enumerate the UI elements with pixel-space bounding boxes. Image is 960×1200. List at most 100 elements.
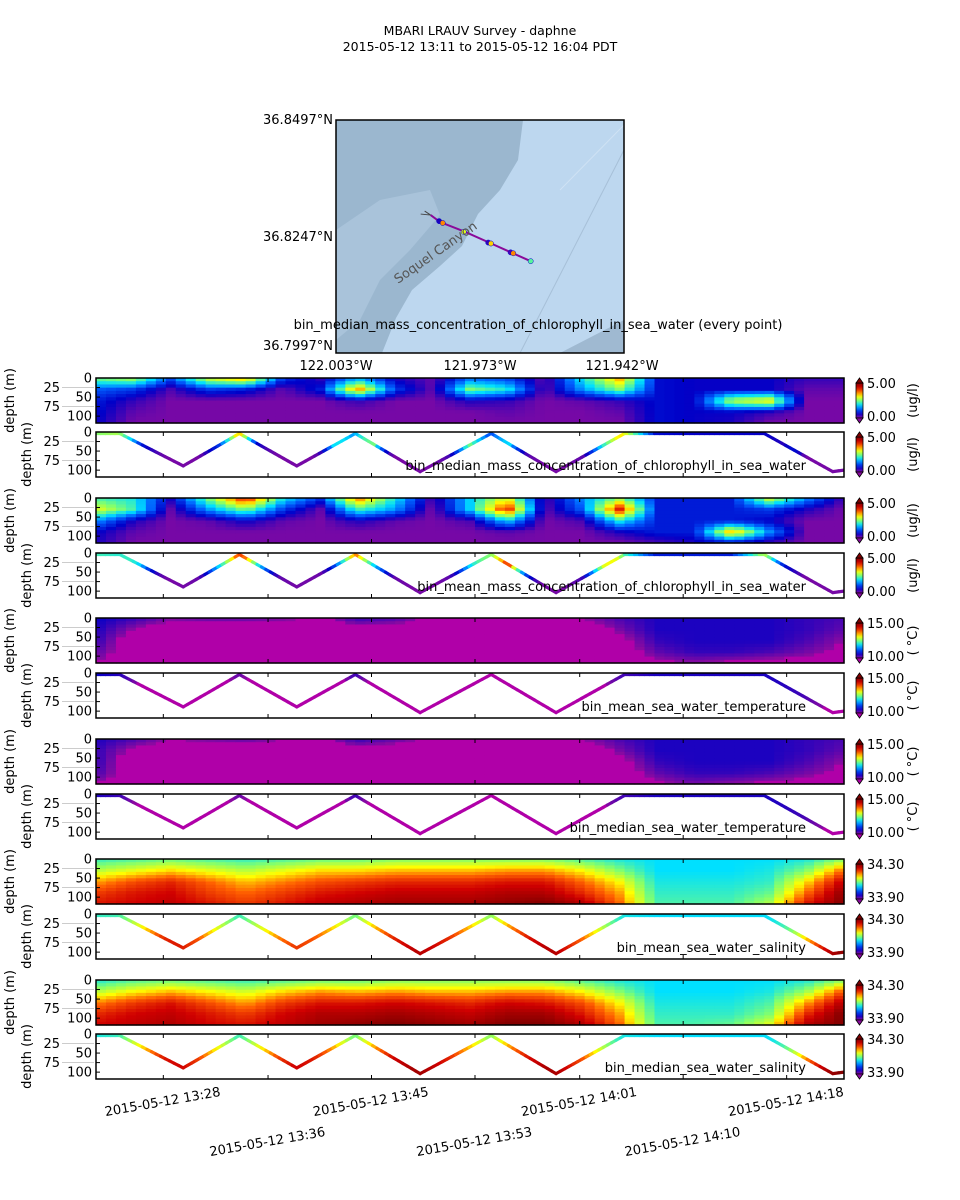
- heatmap-cell: [395, 514, 406, 518]
- heatmap-cell: [205, 510, 217, 515]
- heatmap-cell: [425, 650, 436, 654]
- heatmap-cell: [664, 501, 676, 506]
- heatmap-cell: [325, 381, 336, 386]
- heatmap-cell: [135, 504, 147, 509]
- heatmap-cell: [285, 397, 297, 402]
- heatmap-cell: [794, 745, 805, 750]
- heatmap-cell: [125, 410, 137, 414]
- heatmap-cell: [205, 507, 217, 512]
- heatmap-cell: [285, 539, 297, 544]
- heatmap-cell: [235, 659, 247, 664]
- heatmap-cell: [105, 774, 117, 779]
- heatmap-cell: [375, 624, 386, 629]
- heatmap-cell: [544, 403, 556, 408]
- heatmap-cell: [465, 523, 476, 528]
- heatmap-cell: [195, 510, 207, 515]
- heatmap-cell: [604, 634, 616, 638]
- heatmap-cell: [105, 507, 117, 512]
- heatmap-cell: [195, 517, 207, 522]
- heatmap-cell: [694, 526, 705, 531]
- heatmap-cell: [524, 650, 536, 654]
- heatmap-cell: [145, 755, 157, 759]
- heatmap-cell: [794, 624, 805, 629]
- heatmap-cell: [774, 748, 785, 753]
- heatmap-cell: [664, 643, 676, 648]
- heatmap-cell: [305, 627, 317, 632]
- heatmap-cell: [125, 520, 137, 525]
- heatmap-cell: [285, 400, 297, 405]
- heatmap-cell: [325, 498, 336, 502]
- heatmap-cell: [664, 742, 676, 747]
- y-tick-label: 25: [43, 501, 60, 516]
- heatmap-cell: [105, 530, 117, 534]
- heatmap-cell: [474, 630, 486, 635]
- heatmap-cell: [315, 394, 326, 398]
- heatmap-cell: [574, 416, 586, 421]
- heatmap-cell: [614, 507, 626, 512]
- heatmap-cell: [614, 650, 626, 654]
- heatmap-cell: [794, 539, 805, 544]
- heatmap-cell: [754, 780, 765, 785]
- heatmap-cell: [305, 771, 317, 775]
- y-tick-label: 25: [43, 621, 60, 636]
- heatmap-cell: [215, 523, 227, 528]
- heatmap-cell: [125, 650, 137, 654]
- heatmap-cell: [335, 517, 346, 522]
- heatmap-cell: [455, 618, 466, 622]
- heatmap-cell: [654, 646, 666, 651]
- heatmap-cell: [734, 539, 745, 544]
- heatmap-cell: [594, 761, 606, 766]
- heatmap-cell: [135, 533, 147, 538]
- heatmap-cell: [175, 758, 187, 763]
- heatmap-cell: [455, 520, 466, 525]
- heatmap-cell: [435, 520, 446, 525]
- heatmap-cell: [754, 774, 765, 779]
- heatmap-cell: [105, 777, 117, 782]
- heatmap-cell: [425, 637, 436, 642]
- heatmap-cell: [634, 530, 646, 534]
- heatmap-cell: [415, 539, 426, 544]
- heatmap-cell: [445, 397, 456, 402]
- heatmap-cell: [195, 390, 207, 395]
- heatmap-cell: [524, 520, 536, 525]
- heatmap-cell: [245, 777, 257, 782]
- heatmap-cell: [315, 771, 326, 775]
- heatmap-cell: [415, 643, 426, 648]
- heatmap-cell: [474, 514, 486, 518]
- heatmap-cell: [125, 400, 137, 405]
- heatmap-cell: [644, 630, 656, 635]
- heatmap-cell: [165, 419, 177, 424]
- heatmap-cell: [684, 526, 695, 531]
- heatmap-cell: [614, 517, 626, 522]
- heatmap-cell: [96, 742, 107, 747]
- heatmap-cell: [754, 650, 765, 654]
- y-axis-label: depth (m): [20, 422, 35, 487]
- heatmap-cell: [135, 627, 147, 632]
- heatmap-cell: [145, 416, 157, 421]
- heatmap-cell: [105, 764, 117, 769]
- heatmap-cell: [494, 630, 506, 635]
- heatmap-cell: [145, 653, 157, 658]
- heatmap-cell: [365, 416, 376, 421]
- heatmap-cell: [345, 416, 356, 421]
- heatmap-cell: [484, 539, 496, 544]
- heatmap-cell: [544, 539, 556, 544]
- heatmap-cell: [225, 400, 237, 405]
- heatmap-cell: [165, 659, 177, 664]
- heatmap-cell: [115, 397, 127, 402]
- heatmap-cell: [514, 501, 526, 506]
- heatmap-cell: [155, 755, 167, 759]
- heatmap-cell: [115, 539, 127, 544]
- heatmap-cell: [664, 659, 676, 664]
- heatmap-cell: [145, 514, 157, 518]
- heatmap-cell: [375, 634, 386, 638]
- heatmap-cell: [814, 416, 825, 421]
- heatmap-cell: [215, 624, 227, 629]
- heatmap-cell: [574, 643, 586, 648]
- heatmap-cell: [245, 767, 257, 772]
- heatmap-cell: [544, 416, 556, 421]
- heatmap-cell: [824, 530, 835, 534]
- heatmap-cell: [784, 745, 795, 750]
- heatmap-cell: [285, 533, 297, 538]
- heatmap-cell: [604, 745, 616, 750]
